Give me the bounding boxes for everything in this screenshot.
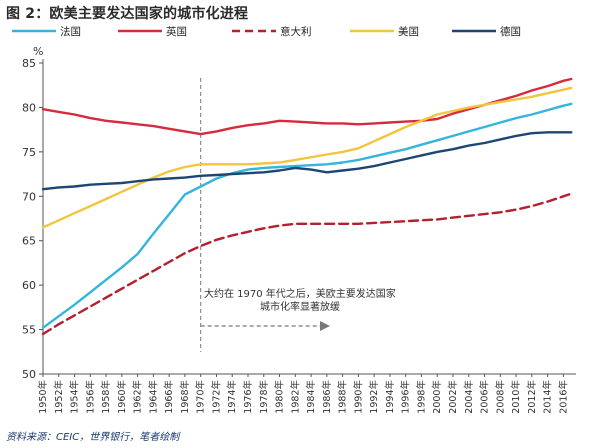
x-tick-label: 1988年 xyxy=(337,380,349,414)
legend-label-italy: 意大利 xyxy=(280,25,312,38)
y-tick-label: 70 xyxy=(22,190,36,203)
x-tick-label: 1980年 xyxy=(274,380,286,414)
x-tick-label: 1974年 xyxy=(226,380,238,414)
x-tick-label: 1960年 xyxy=(116,380,128,414)
x-tick-label: 1996年 xyxy=(400,380,412,414)
y-tick-label: 55 xyxy=(22,324,36,337)
x-tick-label: 1984年 xyxy=(305,380,317,414)
series-line-germany xyxy=(41,131,573,191)
x-tick-label: 1994年 xyxy=(384,380,396,414)
x-tick-label: 1972年 xyxy=(210,380,222,414)
x-tick-label: 1986年 xyxy=(321,380,333,414)
x-tick-label: 2006年 xyxy=(479,380,491,414)
x-tick-label: 1966年 xyxy=(163,380,175,414)
x-tick-label: 1956年 xyxy=(84,380,96,414)
x-tick-label: 2014年 xyxy=(542,380,554,414)
series-line-france xyxy=(41,102,573,329)
legend-label-us: 美国 xyxy=(398,25,419,38)
annotation-arrow-head xyxy=(320,321,330,331)
series-line-italy xyxy=(41,192,573,336)
x-tick-label: 2004年 xyxy=(463,380,475,414)
x-tick-label: 1976年 xyxy=(242,380,254,414)
y-tick-label: 65 xyxy=(22,235,36,248)
legend-label-uk: 英国 xyxy=(166,25,187,38)
x-tick-label: 2002年 xyxy=(447,380,459,414)
x-tick-label: 1990年 xyxy=(352,380,364,414)
x-tick-label: 1970年 xyxy=(195,380,207,414)
y-tick-label: 85 xyxy=(22,57,36,70)
x-tick-label: 2012年 xyxy=(526,380,538,414)
y-axis-unit: % xyxy=(33,45,43,58)
source-note: 资料来源：CEIC，世界银行，笔者绘制 xyxy=(6,432,180,443)
x-tick-label: 1952年 xyxy=(53,380,65,414)
x-tick-label: 1998年 xyxy=(415,380,427,414)
x-tick-label: 2016年 xyxy=(557,380,569,414)
x-tick-label: 1964年 xyxy=(147,380,159,414)
legend-label-france: 法国 xyxy=(60,25,81,38)
y-tick-label: 50 xyxy=(22,368,36,381)
legend-label-germany: 德国 xyxy=(500,25,521,38)
x-tick-label: 2000年 xyxy=(431,380,443,414)
x-tick-label: 1992年 xyxy=(368,380,380,414)
series-line-us xyxy=(41,86,573,229)
y-tick-label: 60 xyxy=(22,279,36,292)
y-tick-label: 75 xyxy=(22,146,36,159)
chart-title: 图 2：欧美主要发达国家的城市化进程 xyxy=(6,6,249,22)
x-tick-label: 1954年 xyxy=(69,380,81,414)
annotation-text-line2: 城市化率显著放缓 xyxy=(260,300,340,313)
x-tick-label: 1962年 xyxy=(132,380,144,414)
annotation-text-line1: 大约在 1970 年代之后，美欧主要发达国家 xyxy=(204,287,396,300)
x-tick-label: 1982年 xyxy=(289,380,301,414)
y-tick-label: 80 xyxy=(22,101,36,114)
x-tick-label: 1950年 xyxy=(37,380,49,414)
x-tick-label: 2010年 xyxy=(510,380,522,414)
x-tick-label: 1968年 xyxy=(179,380,191,414)
x-tick-label: 2008年 xyxy=(494,380,506,414)
x-tick-label: 1958年 xyxy=(100,380,112,414)
x-tick-label: 1978年 xyxy=(258,380,270,414)
